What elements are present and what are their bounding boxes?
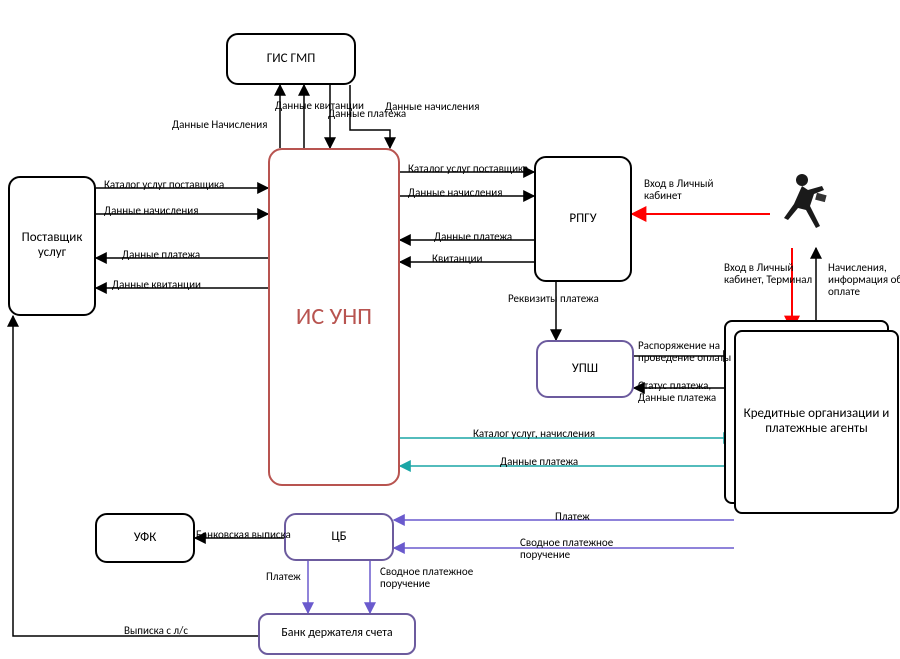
node-rpgu: РПГУ	[534, 156, 632, 282]
node-supplier-label: Поставщик услуг	[16, 231, 88, 261]
edge-label-e8: Данные квитанции	[112, 278, 201, 291]
node-upsh: УПШ	[536, 340, 634, 398]
node-bank-label: Банк держателя счета	[281, 627, 392, 641]
edge-label-e24: Платеж	[266, 570, 301, 583]
node-cb-label: ЦБ	[331, 530, 346, 545]
edge-label-e26: Выписка с л/с	[124, 624, 188, 637]
edge-label-e1: Данные Начисления	[172, 118, 267, 131]
edge-label-e12: Квитанции	[432, 252, 482, 265]
node-credit: Кредитные организации и платежные агенты	[734, 330, 899, 514]
edge-label-e15: Распоряжение на проведение оплаты	[638, 340, 733, 364]
node-gis_gmp-label: ГИС ГМП	[267, 52, 316, 67]
edge-label-e19: Каталог услуг, начисления	[473, 427, 595, 440]
edge-label-e18: Начисления, информация об оплате	[828, 262, 900, 298]
edge-label-e11: Данные платежа	[434, 230, 512, 243]
node-cb: ЦБ	[284, 513, 394, 561]
edge-label-e4: Данные начисления	[385, 100, 479, 113]
node-ufk: УФК	[95, 513, 195, 563]
person-icon	[770, 170, 830, 244]
edge-label-e14: Реквизиты платежа	[508, 293, 603, 305]
edge-label-e7: Данные платежа	[122, 248, 200, 261]
edge-e26	[13, 316, 258, 636]
node-bank: Банк держателя счета	[258, 613, 416, 655]
node-upsh-label: УПШ	[572, 362, 598, 377]
node-rpgu-label: РПГУ	[569, 212, 596, 227]
edge-label-e22: Сводное платежное поручение	[520, 537, 615, 561]
edge-label-e21: Платеж	[555, 510, 590, 523]
node-person	[770, 170, 834, 248]
edge-label-e5: Каталог услуг поставщика	[104, 178, 224, 191]
edge-label-e23: Банковская выписка	[196, 528, 291, 541]
node-is_unp: ИС УНП	[268, 148, 400, 486]
node-credit-label: Кредитные организации и платежные агенты	[742, 407, 891, 437]
edge-label-e17: Вход в Личный кабинет, Терминал	[724, 262, 819, 286]
node-gis_gmp: ГИС ГМП	[226, 33, 356, 85]
edge-label-e13: Вход в Личный кабинет	[644, 178, 739, 202]
node-ufk-label: УФК	[134, 531, 157, 546]
node-is_unp-label: ИС УНП	[296, 303, 372, 331]
edge-label-e16: Статус платежа, Данные платежа	[638, 380, 733, 404]
edge-label-e10: Данные начисления	[408, 186, 502, 199]
edge-label-e25: Сводное платежное поручение	[380, 566, 475, 590]
edge-label-e6: Данные начисления	[104, 204, 198, 217]
node-supplier: Поставщик услуг	[8, 176, 96, 316]
edge-label-e20: Данные платежа	[500, 455, 578, 468]
edge-label-e9: Каталог услуг поставщика	[408, 162, 528, 175]
